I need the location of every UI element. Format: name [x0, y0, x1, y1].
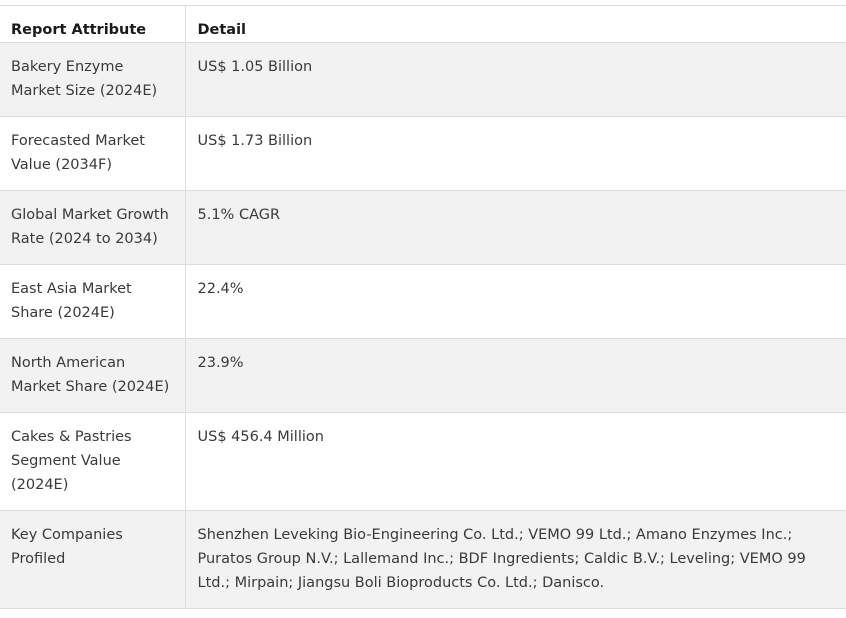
row-detail: US$ 456.4 Million — [184, 412, 846, 511]
row-detail: 5.1% CAGR — [184, 190, 846, 265]
row-attribute: Global Market Growth Rate (2024 to 2034) — [0, 190, 186, 265]
table-row: Bakery Enzyme Market Size (2024E) US$ 1.… — [0, 42, 846, 117]
row-attribute: North American Market Share (2024E) — [0, 338, 186, 413]
row-attribute: Bakery Enzyme Market Size (2024E) — [0, 42, 186, 117]
row-attribute: East Asia Market Share (2024E) — [0, 264, 186, 339]
table-row: Cakes & Pastries Segment Value (2024E) U… — [0, 412, 846, 511]
table-row: Key Companies Profiled Shenzhen Leveking… — [0, 510, 846, 609]
header-report-attribute: Report Attribute — [0, 5, 186, 43]
row-detail: US$ 1.05 Billion — [184, 42, 846, 117]
table-header-row: Report Attribute Detail — [0, 5, 846, 43]
row-detail: US$ 1.73 Billion — [184, 116, 846, 191]
table-row: North American Market Share (2024E) 23.9… — [0, 338, 846, 413]
row-detail: Shenzhen Leveking Bio-Engineering Co. Lt… — [184, 510, 846, 609]
report-attributes-table: Report Attribute Detail Bakery Enzyme Ma… — [0, 5, 846, 609]
row-attribute: Cakes & Pastries Segment Value (2024E) — [0, 412, 186, 511]
row-detail: 23.9% — [184, 338, 846, 413]
report-table-container: Report Attribute Detail Bakery Enzyme Ma… — [0, 5, 846, 609]
row-attribute: Forecasted Market Value (2034F) — [0, 116, 186, 191]
table-row: East Asia Market Share (2024E) 22.4% — [0, 264, 846, 339]
table-row: Global Market Growth Rate (2024 to 2034)… — [0, 190, 846, 265]
table-row: Forecasted Market Value (2034F) US$ 1.73… — [0, 116, 846, 191]
header-detail: Detail — [184, 5, 846, 43]
row-attribute: Key Companies Profiled — [0, 510, 186, 609]
row-detail: 22.4% — [184, 264, 846, 339]
